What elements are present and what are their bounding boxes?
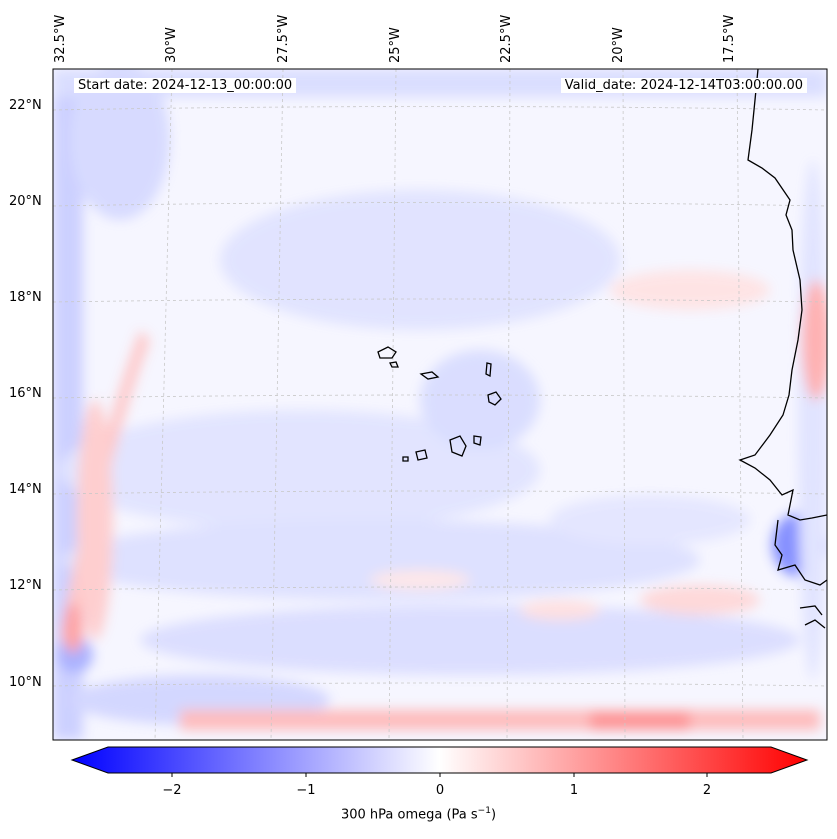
- colorbar-label-suffix: ): [490, 807, 497, 823]
- lat-label: 22°N: [9, 98, 42, 113]
- lon-label: 22.5°W: [499, 14, 514, 63]
- lon-label: 20°W: [611, 27, 626, 63]
- lat-label: 18°N: [9, 290, 42, 305]
- lon-label: 17.5°W: [722, 14, 737, 63]
- lat-label: 14°N: [9, 482, 42, 497]
- graticule: [53, 69, 827, 740]
- colorbar-tick-label: −2: [162, 783, 182, 798]
- lat-label: 16°N: [9, 386, 42, 401]
- lon-label: 30°W: [164, 27, 179, 63]
- lat-label: 20°N: [9, 194, 42, 209]
- omega-field: [53, 69, 827, 740]
- colorbar-tick-label: 2: [702, 783, 712, 798]
- colorbar-tick-label: 1: [569, 783, 579, 798]
- colorbar-label-text: 300 hPa omega (Pa s: [340, 807, 478, 823]
- colorbar: [70, 746, 809, 777]
- colorbar-tick-label: −1: [296, 783, 316, 798]
- colorbar-tick-label: 0: [435, 783, 445, 798]
- map-frame: [52, 68, 828, 741]
- lon-label: 25°W: [388, 27, 403, 63]
- lat-label: 12°N: [9, 578, 42, 593]
- coastline: [377, 69, 827, 629]
- valid-date-label: Valid_date: 2024-12-14T03:00:00.00: [560, 78, 807, 93]
- start-date-label: Start date: 2024-12-13_00:00:00: [74, 78, 297, 93]
- colorbar-label-exponent: −1: [477, 806, 491, 816]
- colorbar-label: 300 hPa omega (Pa s−1): [0, 806, 837, 822]
- lat-label: 10°N: [9, 675, 42, 690]
- lon-label: 32.5°W: [53, 14, 68, 63]
- lon-label: 27.5°W: [276, 14, 291, 63]
